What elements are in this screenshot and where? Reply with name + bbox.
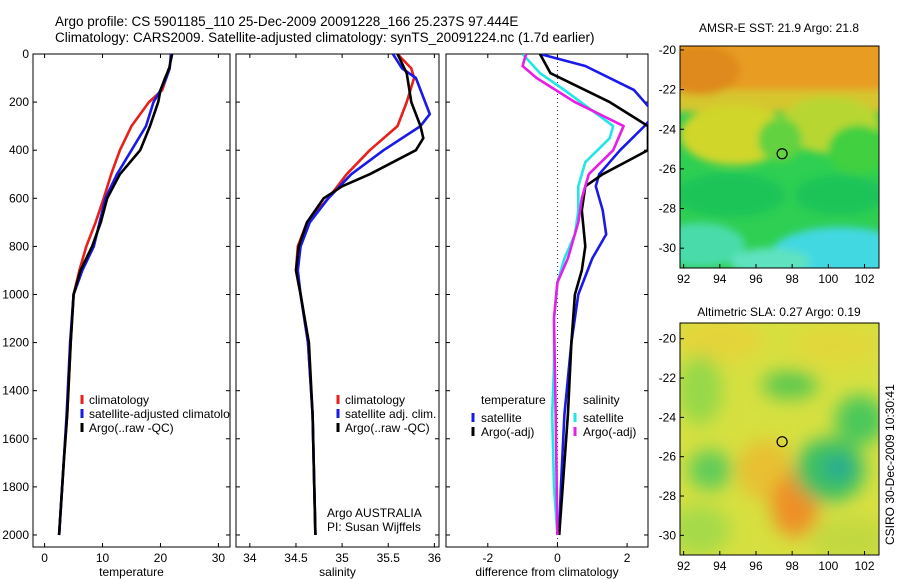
panel-annotation: Argo AUSTRALIA <box>327 506 422 520</box>
y-tick-label: 600 <box>9 191 29 205</box>
temperature-panel: 0 200 400 600 800 1000 1200 1400 1600 1800 2000 0 10… <box>2 47 236 579</box>
y-tick-label: 0 <box>22 47 29 61</box>
x-tick-label: 34 <box>243 551 257 565</box>
legend-label: satellite-adjusted climatolog <box>89 407 236 421</box>
series-line-satellite-adj-clim- <box>296 54 432 536</box>
series-line-temperature-satellite <box>539 54 648 536</box>
x-tick-label: 100 <box>818 272 838 286</box>
sla-field <box>680 323 879 555</box>
sla-map-title: Altimetric SLA: 0.27 Argo: 0.19 <box>697 305 861 319</box>
x-axis-label: difference from climatology <box>475 565 618 579</box>
x-tick-label: 0 <box>41 551 48 565</box>
sla-map-axes: 92 94 96 98 100 102 -20 -22 -24 -26 -28 -30 <box>659 332 875 573</box>
legend-label: satellite <box>583 411 624 425</box>
x-tick-label: 96 <box>749 272 763 286</box>
argo-location-marker <box>776 148 788 160</box>
x-tick-label: 94 <box>713 272 727 286</box>
series-line-salinity-satellite <box>521 54 615 536</box>
x-tick-label: 102 <box>855 559 875 573</box>
panel-annotation: PI: Susan Wijffels <box>327 520 421 534</box>
y-tick-label: 1400 <box>2 384 29 398</box>
x-tick-label: 2 <box>624 551 631 565</box>
y-tick-label: 1800 <box>2 480 29 494</box>
x-tick-label: 30 <box>212 551 226 565</box>
argo-location-marker <box>776 436 788 448</box>
salinity-panel: 34 34.5 35 35.5 36 salinity climatologysatelli… <box>235 53 442 579</box>
y-tick-label: 200 <box>9 95 29 109</box>
legend-label: climatology <box>89 393 149 407</box>
plot-frame <box>32 53 231 548</box>
legend-label: climatology <box>345 393 405 407</box>
x-tick-label: 102 <box>855 272 875 286</box>
y-tick-label: -26 <box>659 450 677 464</box>
y-tick-label: -24 <box>659 122 677 136</box>
x-tick-label: 36 <box>428 551 442 565</box>
x-tick-label: 35 <box>335 551 349 565</box>
x-tick-label: -2 <box>482 551 493 565</box>
x-tick-label: 92 <box>677 559 691 573</box>
x-tick-label: 35.5 <box>377 551 401 565</box>
y-tick-label: -22 <box>659 83 677 97</box>
x-tick-label: 10 <box>96 551 110 565</box>
sst-field <box>680 46 879 268</box>
y-tick-label: -20 <box>659 43 677 57</box>
sst-map-axes: 92 94 96 98 100 102 -20 -22 -24 -26 -28 -30 <box>659 43 875 286</box>
x-tick-label: 98 <box>785 559 799 573</box>
y-tick-label: -28 <box>659 489 677 503</box>
series-line-climatology <box>57 68 170 536</box>
series-line-argo-raw-qc- <box>57 54 174 536</box>
x-tick-label: 100 <box>818 559 838 573</box>
legend-label: Argo(..raw -QC) <box>89 421 174 435</box>
x-axis-label: temperature <box>99 565 164 579</box>
y-tick-label: -26 <box>659 162 677 176</box>
figure-title-line-2: Climatology: CARS2009. Satellite-adjuste… <box>55 30 595 45</box>
y-tick-label: 1600 <box>2 432 29 446</box>
sst-map-title: AMSR-E SST: 21.9 Argo: 21.8 <box>699 21 859 35</box>
legend-label: Argo(-adj) <box>481 425 534 439</box>
y-tick-label: -22 <box>659 371 677 385</box>
y-tick-label: -24 <box>659 410 677 424</box>
legend-label: satellite adj. clim. <box>345 407 436 421</box>
x-axis-label: salinity <box>319 565 356 579</box>
y-tick-label: 400 <box>9 143 29 157</box>
legend-group-title: salinity <box>583 393 620 407</box>
y-tick-label: -30 <box>659 528 677 542</box>
x-tick-label: 96 <box>749 559 763 573</box>
x-tick-label: 94 <box>713 559 727 573</box>
x-tick-label: 20 <box>154 551 168 565</box>
y-tick-label: -28 <box>659 202 677 216</box>
legend-group-title: temperature <box>481 393 546 407</box>
plot-frame <box>235 53 440 548</box>
y-tick-label: 1000 <box>2 287 29 301</box>
side-timestamp: CSIRO 30-Dec-2009 10:30:41 <box>883 384 897 545</box>
series-line-satellite-adjusted-climatology <box>57 54 173 536</box>
difference-panel: -2 0 2 difference from climatology temperatu… <box>445 53 649 579</box>
x-tick-label: 34.5 <box>284 551 308 565</box>
legend-label: Argo(-adj) <box>583 425 636 439</box>
series-line-argo-raw-qc- <box>294 54 425 536</box>
sla-map: Altimetric SLA: 0.27 Argo: 0.19 92 94 96 98… <box>659 305 880 573</box>
figure-title-line-1: Argo profile: CS 5901185_110 25-Dec-2009… <box>55 14 518 29</box>
plot-frame <box>445 53 649 548</box>
y-tick-label: 1200 <box>2 336 29 350</box>
legend-label: Argo(..raw -QC) <box>345 421 430 435</box>
series-line-temperature-argo-adj- <box>538 54 648 536</box>
sst-map: AMSR-E SST: 21.9 Argo: 21.8 92 94 96 98 100 1… <box>659 21 880 286</box>
y-tick-label: 800 <box>9 239 29 253</box>
series-line-salinity-argo-adj- <box>521 54 625 536</box>
x-tick-label: 92 <box>677 272 691 286</box>
legend-label: satellite <box>481 411 522 425</box>
y-tick-label: 2000 <box>2 528 29 542</box>
y-tick-label: -20 <box>659 332 677 346</box>
x-tick-label: 0 <box>554 551 561 565</box>
x-tick-label: 98 <box>785 272 799 286</box>
y-tick-label: -30 <box>659 241 677 255</box>
